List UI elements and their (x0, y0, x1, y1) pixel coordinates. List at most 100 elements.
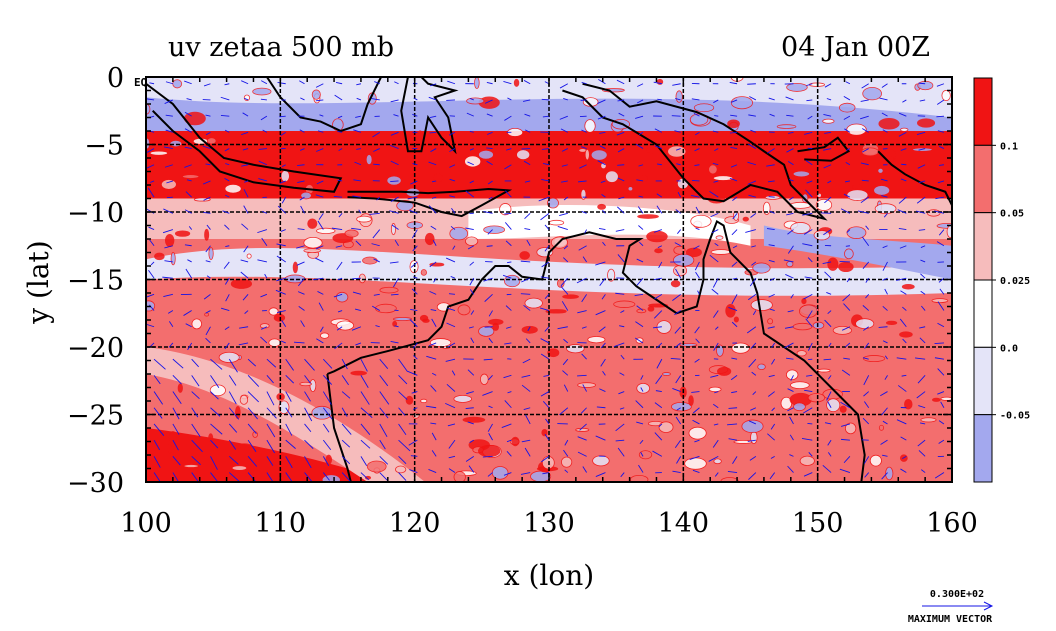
x-tick-label: 140 (658, 508, 710, 539)
wind-vector (148, 269, 155, 279)
wind-vector (618, 391, 625, 395)
wind-vector (483, 358, 493, 361)
field-blob (577, 382, 597, 388)
wind-vector (341, 375, 349, 386)
field-blob (793, 402, 806, 412)
wind-vector (879, 97, 888, 101)
field-blob (273, 313, 286, 322)
wind-vector (654, 145, 663, 149)
wind-vector (184, 80, 192, 85)
wind-vector (654, 293, 663, 300)
wind-vector (543, 374, 550, 377)
wind-vector (354, 161, 362, 166)
wind-vector (153, 375, 161, 385)
wind-vector (147, 187, 155, 198)
wind-vector (228, 423, 238, 433)
field-blob (412, 412, 420, 419)
wind-vector (635, 321, 644, 328)
wind-vector (544, 326, 550, 332)
wind-vector (296, 245, 305, 249)
field-blob (395, 465, 407, 474)
wind-vector (653, 81, 662, 85)
wind-vector (823, 114, 832, 117)
y-tick-labels: 0 −5 −10 −15 −20 −25 −30 (67, 63, 124, 499)
wind-vector (861, 236, 870, 247)
wind-vector (163, 146, 173, 149)
wind-vector (322, 423, 330, 433)
field-blob (654, 248, 663, 254)
wind-vector (934, 472, 945, 479)
wind-vector (841, 326, 851, 331)
wind-vector (285, 456, 293, 469)
wind-vector (728, 407, 738, 409)
field-blob (181, 174, 200, 179)
wind-vector (164, 260, 173, 263)
wind-vector (559, 407, 569, 416)
wind-vector (228, 472, 241, 482)
field-blob (855, 318, 875, 330)
wind-vector (584, 229, 588, 234)
field-blob (545, 309, 567, 314)
wind-vector (210, 472, 219, 482)
chart-title-left: uv zetaa 500 mb (168, 32, 394, 63)
wind-vector (676, 456, 682, 464)
wind-vector (564, 469, 569, 473)
wind-vector (266, 375, 274, 384)
wind-vector (617, 254, 625, 263)
wind-vector (674, 326, 681, 334)
field-blob (325, 454, 333, 465)
wind-vector (596, 406, 606, 409)
field-blob (356, 215, 372, 223)
field-blob (519, 251, 530, 260)
wind-vector (448, 439, 456, 449)
field-blob (541, 428, 548, 437)
field-blob (776, 124, 797, 129)
wind-vector (360, 423, 371, 435)
wind-vector (191, 456, 201, 466)
wind-vector (172, 358, 184, 369)
wind-vector (379, 407, 389, 419)
wind-vector (732, 196, 738, 202)
wind-vector (431, 180, 437, 183)
wind-vector (504, 222, 512, 230)
wind-vector (579, 423, 587, 431)
wind-vector (846, 229, 851, 233)
wind-vector (352, 291, 362, 295)
wind-vector (713, 310, 719, 318)
wind-vector (597, 115, 606, 120)
wind-vector (524, 228, 531, 230)
wind-vector (333, 196, 343, 198)
wind-vector (712, 162, 719, 166)
wind-vector (447, 307, 456, 311)
wind-vector (507, 391, 512, 394)
wind-vector (841, 369, 851, 376)
field-blob (149, 150, 169, 156)
wind-vector (241, 80, 249, 85)
coastline-2 (347, 188, 513, 218)
wind-vector (241, 223, 249, 230)
wind-vector (334, 342, 343, 350)
wind-vector (172, 472, 180, 482)
wind-vector (469, 148, 474, 151)
field-blob (379, 286, 399, 294)
wind-vector (540, 212, 550, 221)
wind-vector (488, 375, 493, 381)
wind-vector (429, 131, 437, 134)
wind-vector (523, 160, 531, 166)
wind-vector (915, 357, 926, 360)
wind-vector (730, 147, 738, 149)
wind-vector (767, 433, 775, 441)
wind-vector (748, 194, 756, 198)
wind-vector (676, 148, 681, 151)
wind-vector (598, 326, 606, 333)
wind-vector (784, 326, 794, 329)
wind-vector (694, 358, 700, 363)
wind-vector (619, 407, 625, 410)
wind-vector (337, 277, 343, 281)
colorbar-label: -0.05 (1000, 411, 1030, 422)
wind-vector (542, 472, 550, 475)
wind-vector (376, 196, 381, 201)
wind-vector (317, 130, 324, 133)
wind-vector (749, 96, 757, 101)
wind-vector (430, 309, 437, 311)
